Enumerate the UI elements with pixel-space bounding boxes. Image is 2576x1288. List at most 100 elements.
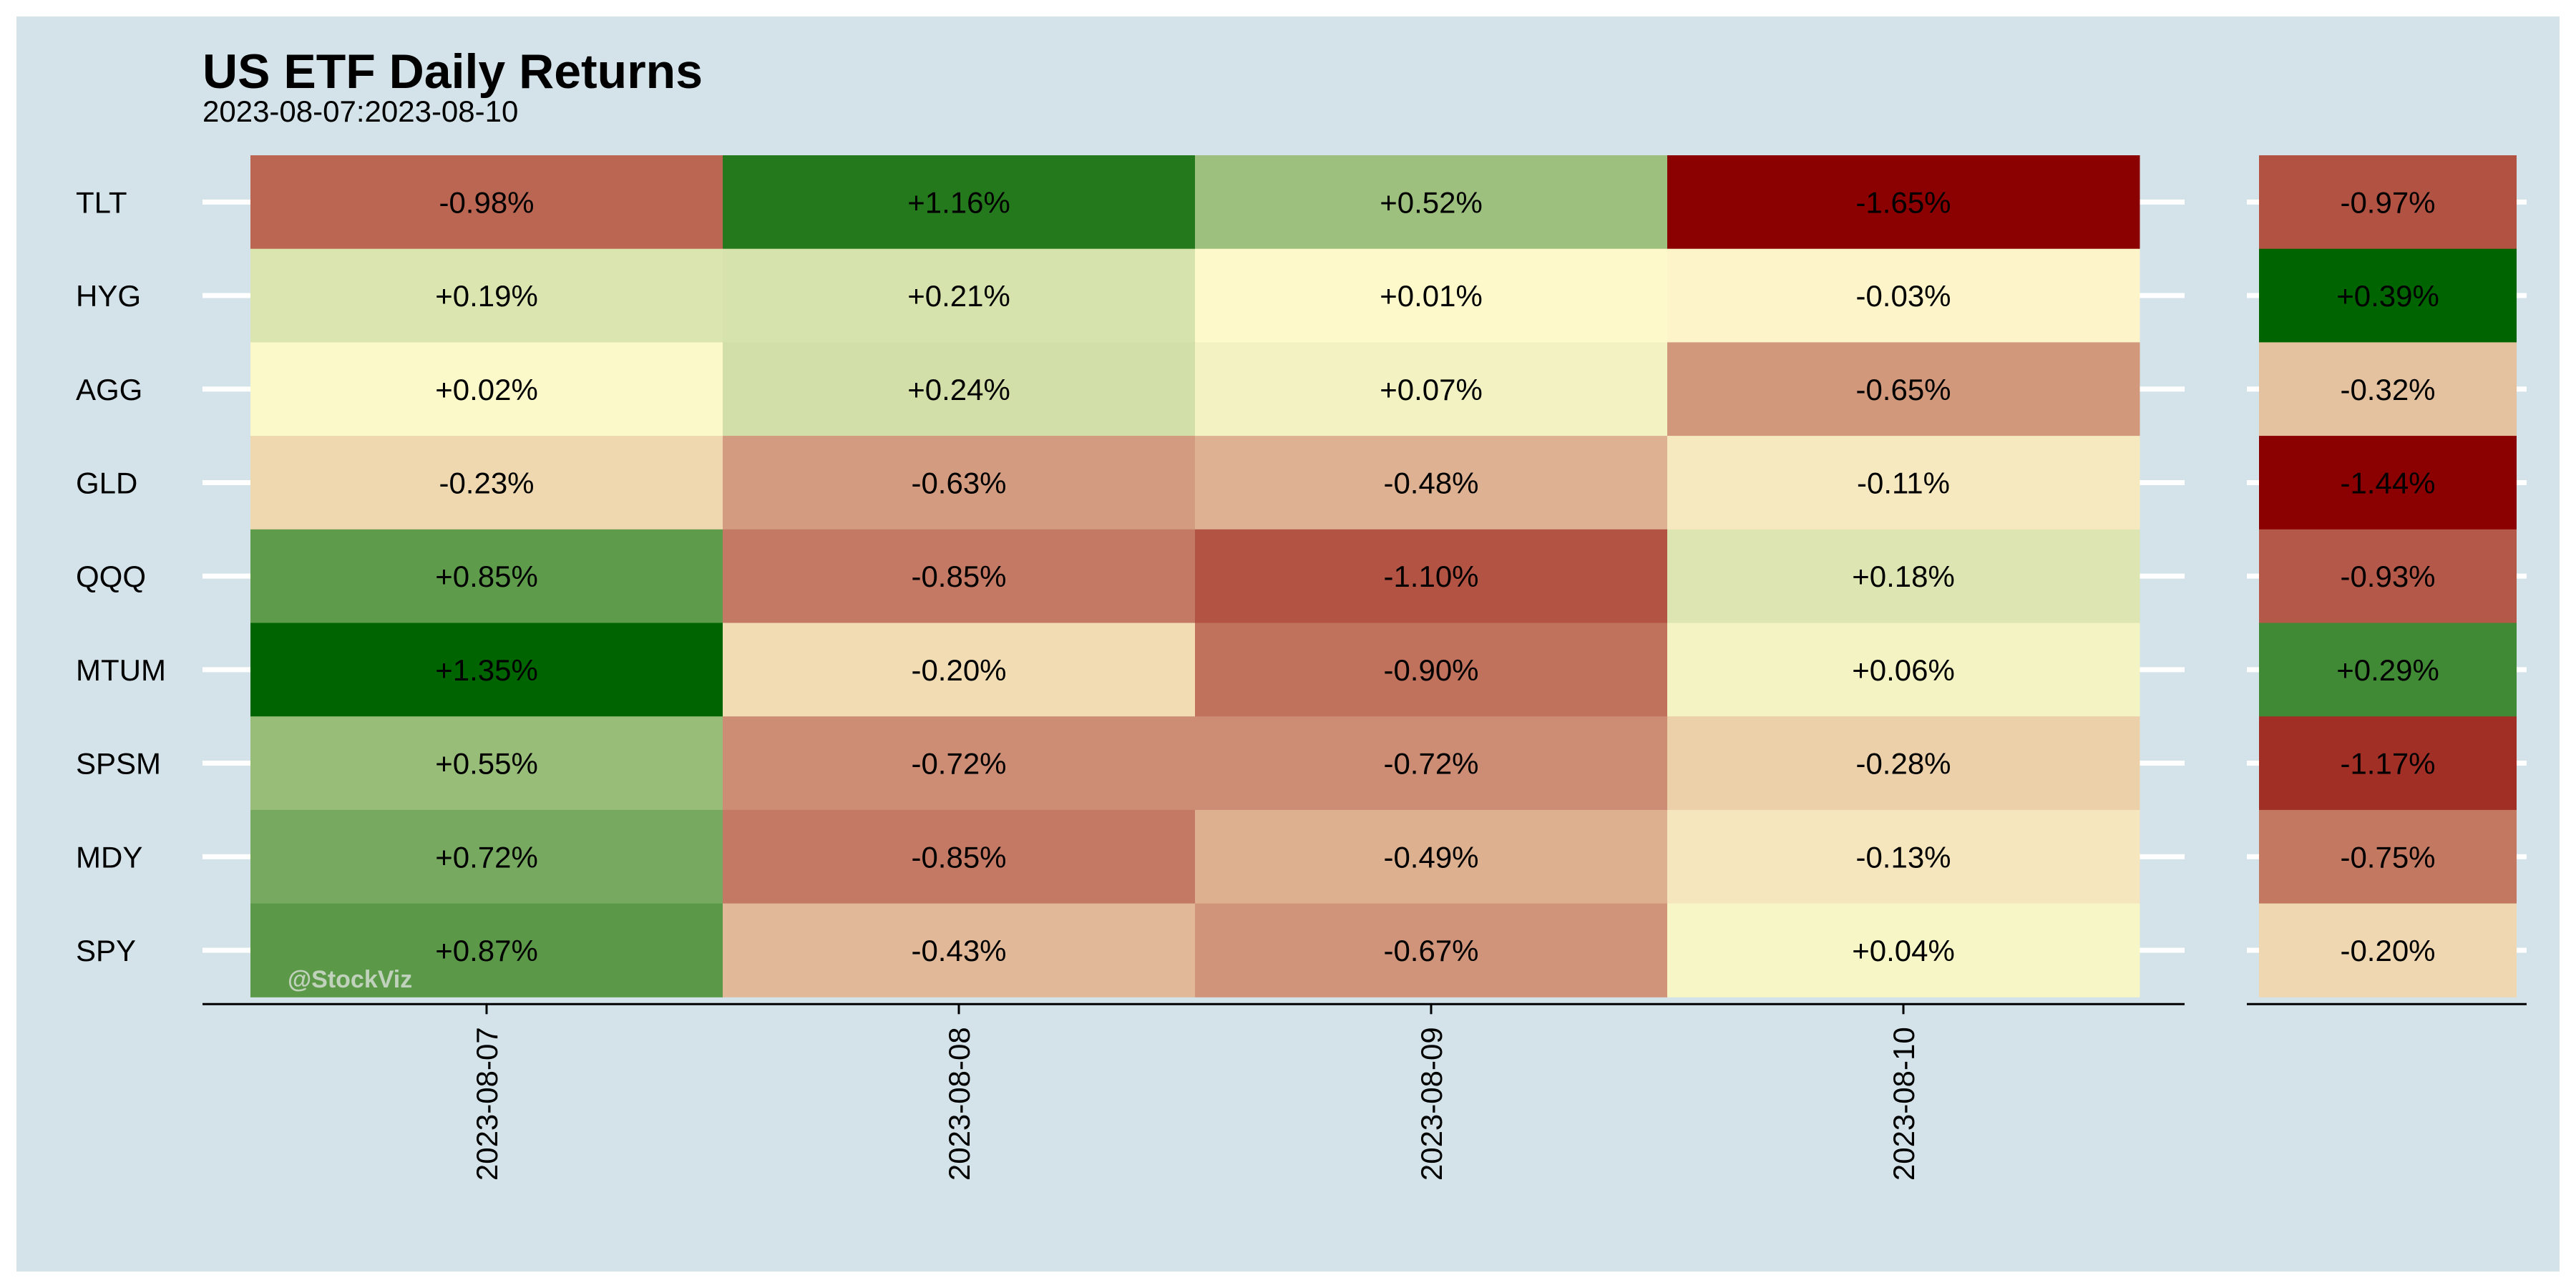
summary-value-label: -0.20% <box>2340 934 2435 967</box>
cell-value-label: +0.19% <box>435 279 538 313</box>
summary-value-label: -1.17% <box>2340 747 2435 781</box>
heatmap-cell <box>250 436 723 530</box>
cell-value-label: +1.35% <box>435 653 538 687</box>
y-tick-label: SPSM <box>76 747 161 781</box>
cell-value-label: +0.24% <box>907 373 1010 406</box>
cell-value-label: -0.85% <box>911 560 1006 593</box>
heatmap-cell <box>723 342 1196 436</box>
heatmap-cell <box>1195 809 1668 904</box>
cell-value-label: +1.16% <box>907 185 1010 219</box>
summary-cell <box>2259 155 2517 250</box>
heatmap-cell <box>250 529 723 623</box>
heatmap-cell <box>723 529 1196 623</box>
cell-value-label: +0.07% <box>1380 373 1483 406</box>
cell-value-label: -0.72% <box>911 747 1006 781</box>
cell-value-label: -0.98% <box>439 185 534 219</box>
x-tick-label: 2023-08-10 <box>1887 1027 1921 1181</box>
cell-value-label: -0.72% <box>1383 747 1478 781</box>
cell-value-label: +0.87% <box>435 934 538 967</box>
cell-value-label: +0.06% <box>1852 653 1955 687</box>
heatmap-cell <box>1667 436 2140 530</box>
y-tick-label: SPY <box>76 934 136 967</box>
heatmap-cell <box>1195 529 1668 623</box>
x-tick-label: 2023-08-08 <box>942 1027 976 1181</box>
heatmap-cell <box>250 716 723 811</box>
heatmap-cell <box>723 716 1196 811</box>
cell-value-label: -1.10% <box>1383 560 1478 593</box>
cell-value-label: +0.01% <box>1380 279 1483 313</box>
cell-value-label: -0.67% <box>1383 934 1478 967</box>
heatmap-cell <box>1195 436 1668 530</box>
heatmap-cell <box>723 248 1196 343</box>
y-tick-label: AGG <box>76 373 142 406</box>
cell-value-label: +0.55% <box>435 747 538 781</box>
heatmap-cell <box>1195 155 1668 250</box>
heatmap-cell <box>723 903 1196 997</box>
summary-value-label: -0.93% <box>2340 560 2435 593</box>
cell-value-label: +0.02% <box>435 373 538 406</box>
summary-value-label: -0.75% <box>2340 840 2435 874</box>
watermark: @StockViz <box>288 966 412 993</box>
summary-value-label: +0.39% <box>2336 279 2439 313</box>
summary-cell <box>2259 248 2517 343</box>
summary-cell <box>2259 716 2517 811</box>
heatmap-cell <box>723 809 1196 904</box>
heatmap-cell <box>1667 529 2140 623</box>
cell-value-label: -0.13% <box>1855 840 1951 874</box>
summary-cell <box>2259 623 2517 717</box>
cell-value-label: -0.20% <box>911 653 1006 687</box>
heatmap-cell <box>250 248 723 343</box>
cell-value-label: +0.18% <box>1852 560 1955 593</box>
chart-subtitle: 2023-08-07:2023-08-10 <box>203 94 519 128</box>
heatmap-cell <box>250 809 723 904</box>
y-tick-label: QQQ <box>76 560 146 593</box>
y-tick-label: MDY <box>76 840 142 874</box>
cell-value-label: +0.21% <box>907 279 1010 313</box>
cell-value-label: +0.72% <box>435 840 538 874</box>
summary-value-label: -1.44% <box>2340 466 2435 499</box>
heatmap-cell <box>1667 342 2140 436</box>
cell-value-label: -0.63% <box>911 466 1006 499</box>
summary-cell <box>2259 436 2517 530</box>
cell-value-label: -1.65% <box>1855 185 1951 219</box>
chart-title: US ETF Daily Returns <box>203 44 703 99</box>
heatmap-cell <box>1667 155 2140 250</box>
cell-value-label: -0.11% <box>1857 466 1950 499</box>
summary-value-label: -0.97% <box>2340 185 2435 219</box>
heatmap-cell <box>1195 342 1668 436</box>
cell-value-label: -0.23% <box>439 466 534 499</box>
summary-cell <box>2259 529 2517 623</box>
heatmap-cell <box>1667 623 2140 717</box>
heatmap-cell <box>1667 248 2140 343</box>
cell-value-label: -0.90% <box>1383 653 1478 687</box>
heatmap-cell <box>1195 716 1668 811</box>
x-tick-label: 2023-08-07 <box>470 1027 504 1181</box>
y-tick-label: GLD <box>76 466 137 499</box>
y-tick-label: HYG <box>76 279 141 313</box>
cell-value-label: -0.65% <box>1855 373 1951 406</box>
summary-cell <box>2259 809 2517 904</box>
cell-value-label: +0.52% <box>1380 185 1483 219</box>
cell-value-label: -0.49% <box>1383 840 1478 874</box>
cell-value-label: -0.85% <box>911 840 1006 874</box>
heatmap-cell <box>250 155 723 250</box>
heatmap-cell <box>1667 903 2140 997</box>
heatmap-cell <box>250 903 723 997</box>
cell-value-label: +0.85% <box>435 560 538 593</box>
cell-value-label: +0.04% <box>1852 934 1955 967</box>
heatmap-cell <box>723 155 1196 250</box>
heatmap-cell <box>1667 809 2140 904</box>
heatmap-cell <box>1195 248 1668 343</box>
summary-value-label: -0.32% <box>2340 373 2435 406</box>
y-tick-label: TLT <box>76 185 127 219</box>
cell-value-label: -0.03% <box>1855 279 1951 313</box>
y-tick-label: MTUM <box>76 653 166 687</box>
heatmap-cell <box>250 623 723 717</box>
cell-value-label: -0.28% <box>1855 747 1951 781</box>
cell-value-label: -0.48% <box>1383 466 1478 499</box>
x-tick-label: 2023-08-09 <box>1415 1027 1448 1181</box>
summary-cell <box>2259 342 2517 436</box>
heatmap-cell <box>1667 716 2140 811</box>
